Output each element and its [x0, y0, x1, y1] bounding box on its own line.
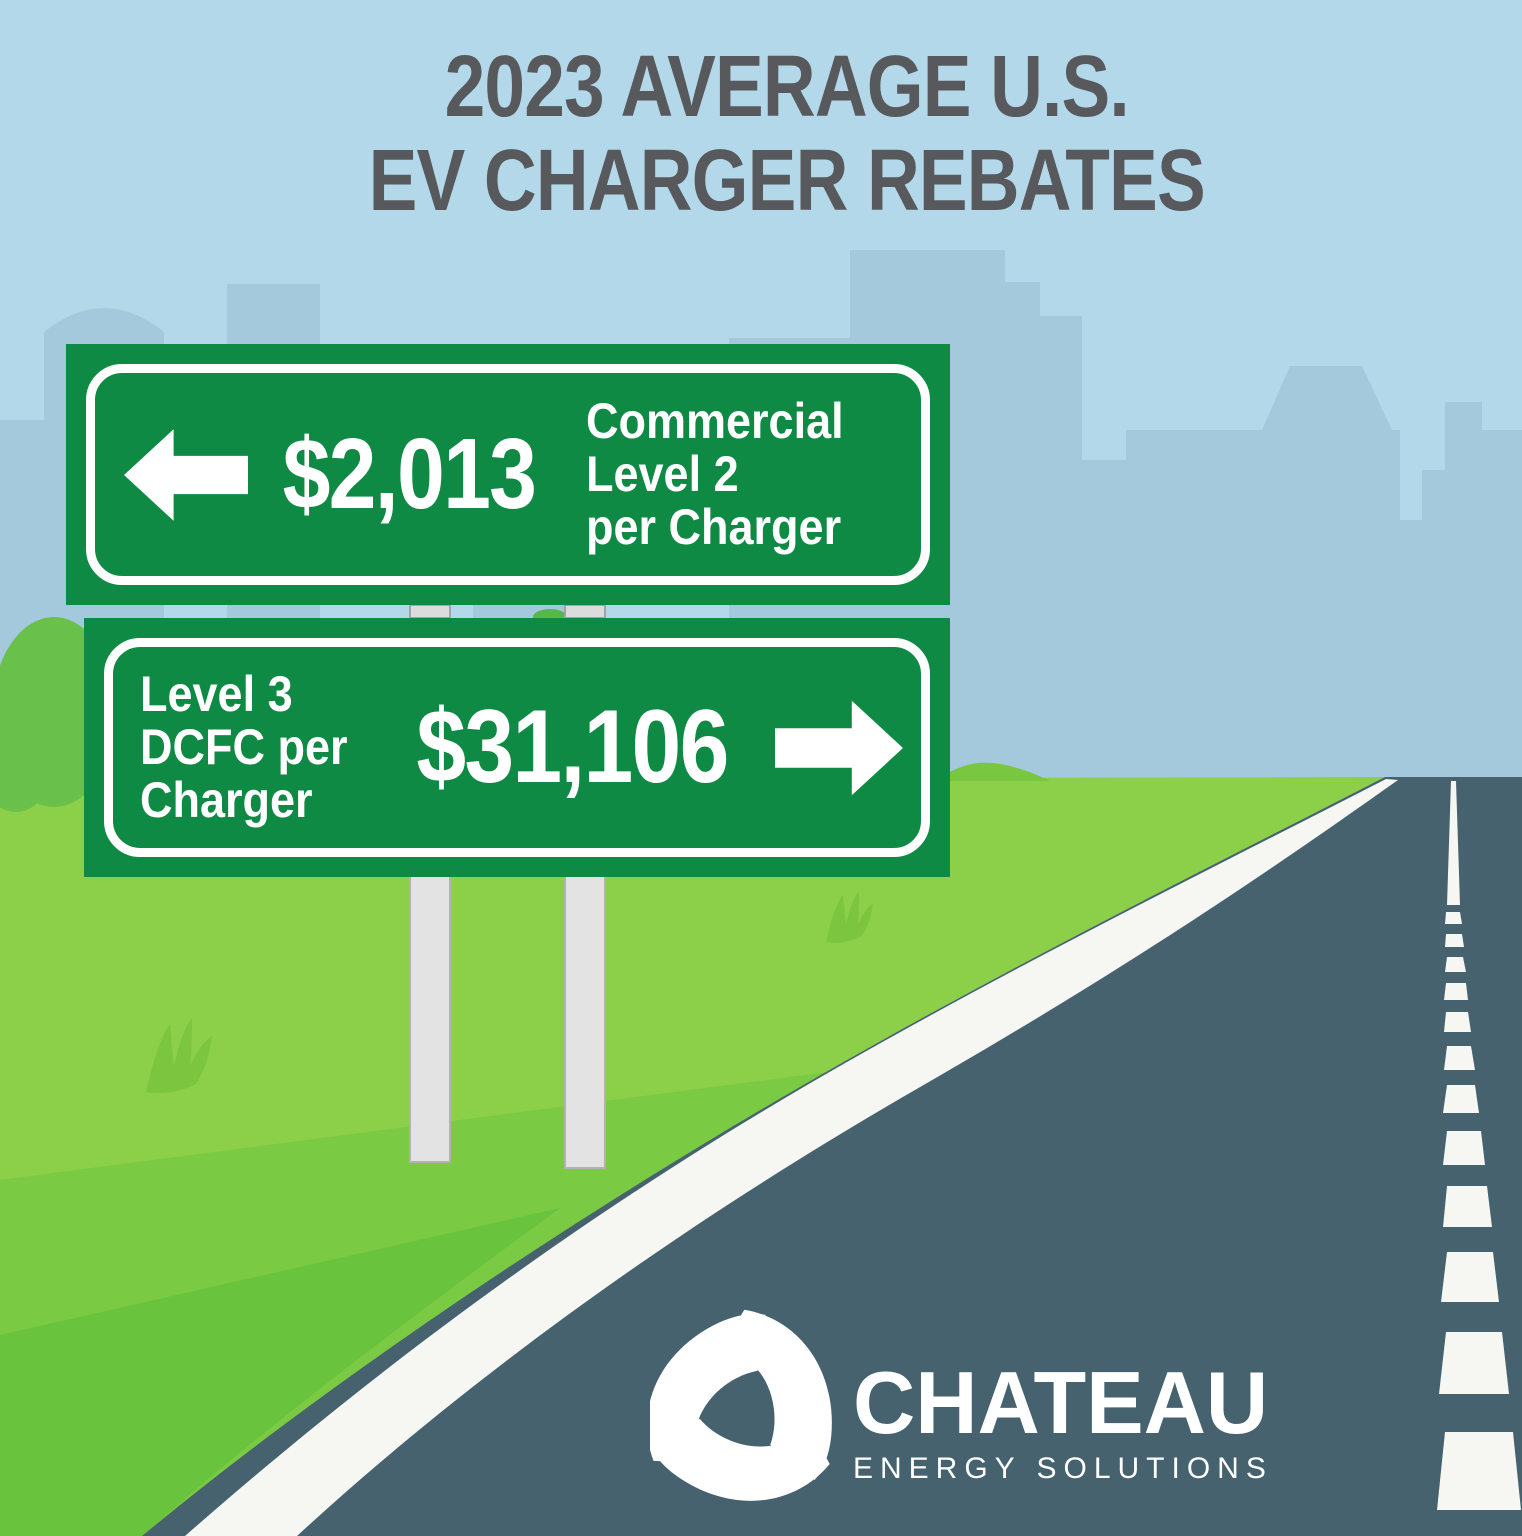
rebate-amount-level2: $2,013 — [282, 418, 537, 530]
roadside-bush — [0, 688, 58, 812]
sign-label-line: Charger — [140, 772, 313, 828]
sign-border — [86, 364, 930, 585]
sign-post-right — [564, 604, 606, 1169]
grass-hill-bump — [936, 762, 1050, 781]
road-center-dashes — [1437, 781, 1521, 1510]
foreground-grass-band-2 — [0, 1208, 560, 1536]
highway-sign-level2: $2,013 Commercial Level 2 per Charger — [66, 344, 950, 605]
title-line-1: 2023 AVERAGE U.S. — [444, 38, 1130, 135]
sign-label-dcfc: Level 3 DCFC per Charger — [140, 668, 348, 827]
page-title: 2023 AVERAGE U.S. EV CHARGER REBATES — [0, 40, 1522, 228]
grass-tuft — [826, 891, 873, 943]
left-arrow-icon — [124, 428, 248, 521]
sign-label-line: Level 3 — [140, 666, 293, 722]
sign-label-line: Level 2 — [585, 446, 739, 502]
sign-post-left — [409, 604, 451, 1163]
sign-border — [104, 638, 930, 857]
road-edge-line — [185, 779, 1398, 1536]
sign-label-level2: Commercial Level 2 per Charger — [586, 395, 844, 554]
chateau-knot-icon — [650, 1309, 832, 1501]
title-line-2: EV CHARGER REBATES — [368, 132, 1206, 229]
sign-label-line: per Charger — [585, 499, 841, 555]
logo-tagline-text: ENERGY SOLUTIONS — [853, 1452, 1273, 1485]
sign-label-line: Commercial — [585, 393, 844, 449]
grass-tuft — [146, 1018, 212, 1093]
rebate-amount-dcfc: $31,106 — [415, 689, 729, 805]
highway-sign-dcfc: Level 3 DCFC per Charger $31,106 — [84, 618, 950, 877]
sign-label-line: DCFC per — [140, 719, 348, 775]
chateau-logo: CHATEAU ENERGY SOLUTIONS — [650, 1292, 1330, 1532]
right-arrow-icon — [774, 700, 903, 795]
logo-brand-text: CHATEAU — [853, 1353, 1269, 1452]
